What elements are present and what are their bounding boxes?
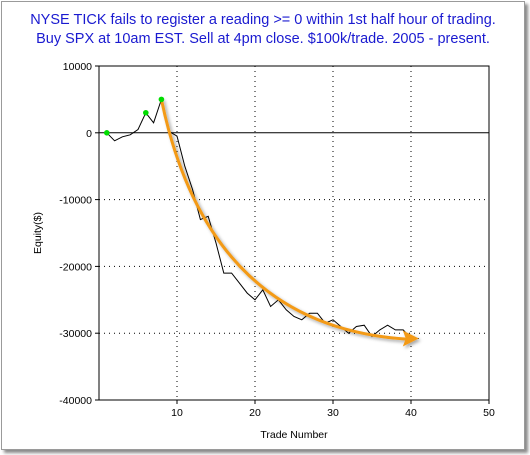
y-tick-label: -30000 <box>59 328 92 340</box>
x-axis-label: Trade Number <box>260 429 328 441</box>
y-tick-label: -10000 <box>59 195 92 207</box>
plot-area-border <box>98 65 490 401</box>
y-axis-ticks: 10000 0 -10000 -20000 -30000 -40000 <box>59 61 99 407</box>
x-tick-label: 40 <box>405 407 417 419</box>
x-tick-label: 50 <box>483 407 495 419</box>
series-layer <box>106 97 419 339</box>
y-tick-label: 10000 <box>63 61 92 73</box>
y-axis-label: Equity($) <box>32 212 44 254</box>
trend-arrow-head <box>402 330 419 347</box>
chart-frame: NYSE TICK fails to register a reading >=… <box>1 1 525 450</box>
new-high-marker <box>143 109 149 116</box>
x-tick-label: 30 <box>327 407 339 419</box>
chart-title-line-1: NYSE TICK fails to register a reading >=… <box>30 12 496 28</box>
trend-arrow-curve <box>159 97 407 341</box>
chart-title-line-2: Buy SPX at 10am EST. Sell at 4pm close. … <box>36 31 490 47</box>
new-high-marker <box>104 130 110 136</box>
x-tick-label: 10 <box>171 407 183 419</box>
new-high-marker <box>158 96 165 103</box>
x-tick-label: 20 <box>249 407 261 419</box>
y-tick-label: -40000 <box>59 395 92 407</box>
equity-line <box>106 97 419 339</box>
y-tick-label: 0 <box>86 128 92 140</box>
new-high-markers <box>104 96 165 136</box>
grid <box>99 66 489 400</box>
trend-arrow-layer <box>159 97 419 347</box>
y-tick-label: -20000 <box>59 261 92 273</box>
x-axis-ticks: 10 20 30 40 50 <box>171 400 495 419</box>
